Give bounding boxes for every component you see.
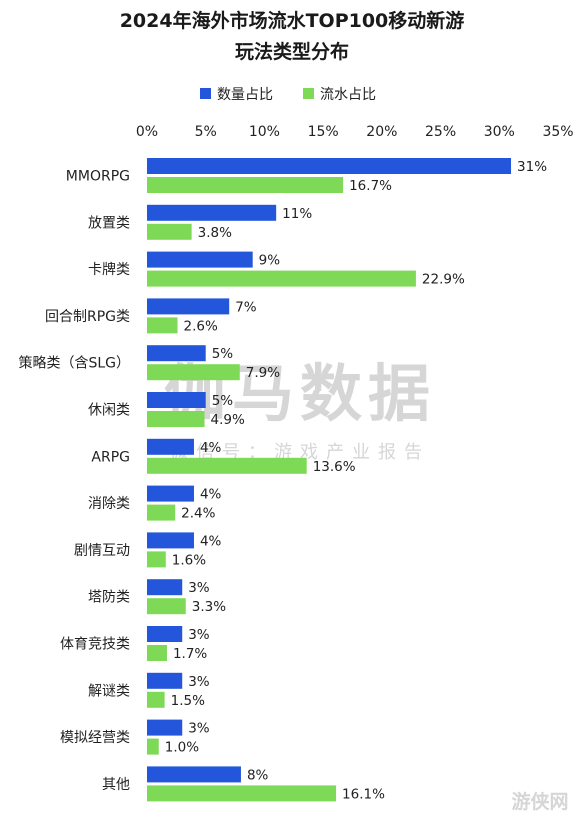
data-label: 1.6%: [172, 552, 206, 568]
bar-count: [147, 579, 183, 596]
legend-swatch-1: [200, 88, 211, 99]
category-label: ARPG: [91, 449, 130, 465]
x-tick-label: 20%: [366, 124, 397, 140]
x-tick-label: 0%: [136, 124, 158, 140]
data-label: 1.5%: [171, 693, 205, 709]
bar-count: [147, 766, 241, 783]
data-label: 22.9%: [422, 272, 465, 288]
watermark-corner: 游侠网: [511, 790, 568, 813]
bar-revenue: [147, 411, 205, 427]
bar-revenue: [147, 177, 344, 193]
bar-count: [147, 626, 183, 642]
category-label: 回合制RPG类: [45, 309, 130, 325]
legend: 数量占比 流水占比: [200, 87, 376, 103]
data-label: 2.4%: [181, 506, 215, 522]
bar-count: [147, 298, 230, 315]
data-label: 4%: [200, 487, 222, 503]
category-label: 剧情互动: [74, 543, 130, 559]
bar-count: [147, 251, 253, 268]
bar-revenue: [147, 691, 165, 708]
data-label: 13.6%: [313, 459, 356, 475]
category-label: 放置类: [88, 215, 130, 231]
watermark: 伽马数据 微信号：游戏产业报告 游侠网: [164, 357, 569, 813]
data-label: 5%: [212, 346, 234, 362]
data-label: 3.3%: [192, 599, 226, 615]
data-label: 16.7%: [349, 178, 392, 194]
data-label: 3%: [188, 721, 210, 737]
bar-revenue: [147, 317, 178, 334]
data-label: 5%: [212, 393, 234, 409]
data-label: 31%: [517, 159, 547, 175]
category-label: 休闲类: [88, 403, 130, 419]
data-label: 1.0%: [165, 740, 199, 756]
bar-revenue: [147, 504, 176, 521]
bar-count: [147, 672, 183, 689]
bar-count: [147, 485, 194, 502]
category-label: 其他: [102, 777, 130, 793]
data-label: 4.9%: [211, 412, 245, 428]
data-label: 3%: [188, 674, 210, 690]
bar-revenue: [147, 785, 337, 802]
watermark-sub: 微信号：游戏产业报告: [170, 442, 430, 463]
bar-count: [147, 719, 183, 736]
category-label: 策略类（含SLG）: [18, 355, 130, 372]
data-label: 16.1%: [342, 786, 385, 802]
chart-title-line-1: 2024年海外市场流水TOP100移动新游: [120, 9, 465, 32]
bar-revenue: [147, 364, 240, 381]
data-label: 3%: [188, 580, 210, 596]
bar-revenue: [147, 457, 307, 474]
data-label: 1.7%: [173, 646, 207, 662]
data-label: 4%: [200, 533, 222, 549]
category-label: 体育竞技类: [60, 636, 130, 653]
bar-count: [147, 392, 206, 408]
x-tick-label: 15%: [308, 124, 339, 140]
x-tick-label: 5%: [195, 124, 217, 140]
category-label: 卡牌类: [88, 261, 130, 278]
bar-revenue: [147, 270, 416, 287]
data-label: 9%: [259, 253, 281, 269]
bar-count: [147, 158, 512, 174]
data-label: 8%: [247, 767, 269, 783]
bar-revenue: [147, 598, 186, 615]
bar-revenue: [147, 551, 166, 568]
data-label: 3.8%: [198, 225, 232, 241]
bar-count: [147, 204, 277, 221]
category-label: 解谜类: [88, 683, 130, 699]
x-tick-label: 30%: [484, 124, 515, 140]
category-label: 塔防类: [88, 590, 130, 606]
data-label: 4%: [200, 440, 222, 456]
bar-revenue: [147, 645, 167, 661]
category-label: 模拟经营类: [60, 730, 130, 746]
bar-revenue: [147, 223, 192, 240]
data-label: 2.6%: [184, 318, 218, 334]
x-tick-label: 25%: [425, 124, 456, 140]
bar-count: [147, 532, 194, 549]
data-label: 7%: [235, 299, 257, 315]
data-label: 11%: [282, 206, 312, 222]
x-tick-label: 10%: [249, 124, 280, 140]
category-label: MMORPG: [66, 169, 130, 185]
legend-label-1: 数量占比: [217, 87, 273, 103]
data-label: 7.9%: [246, 365, 280, 381]
bar-count: [147, 345, 206, 362]
category-label: 消除类: [88, 496, 130, 512]
bar-revenue: [147, 738, 159, 755]
chart-title-line-2: 玩法类型分布: [235, 40, 349, 63]
legend-swatch-2: [303, 88, 314, 99]
x-axis-ticks: 0% 5% 10% 15% 20% 25% 30% 35%: [136, 124, 574, 140]
bar-count: [147, 438, 194, 455]
bars: 31% 16.7% 11% 3.8% 9% 22.9% 7% 2.6% 5% 7.9% 5% 4.9%…: [147, 158, 547, 802]
legend-label-2: 流水占比: [320, 87, 376, 103]
data-label: 3%: [188, 627, 210, 643]
x-tick-label: 35%: [542, 124, 573, 140]
